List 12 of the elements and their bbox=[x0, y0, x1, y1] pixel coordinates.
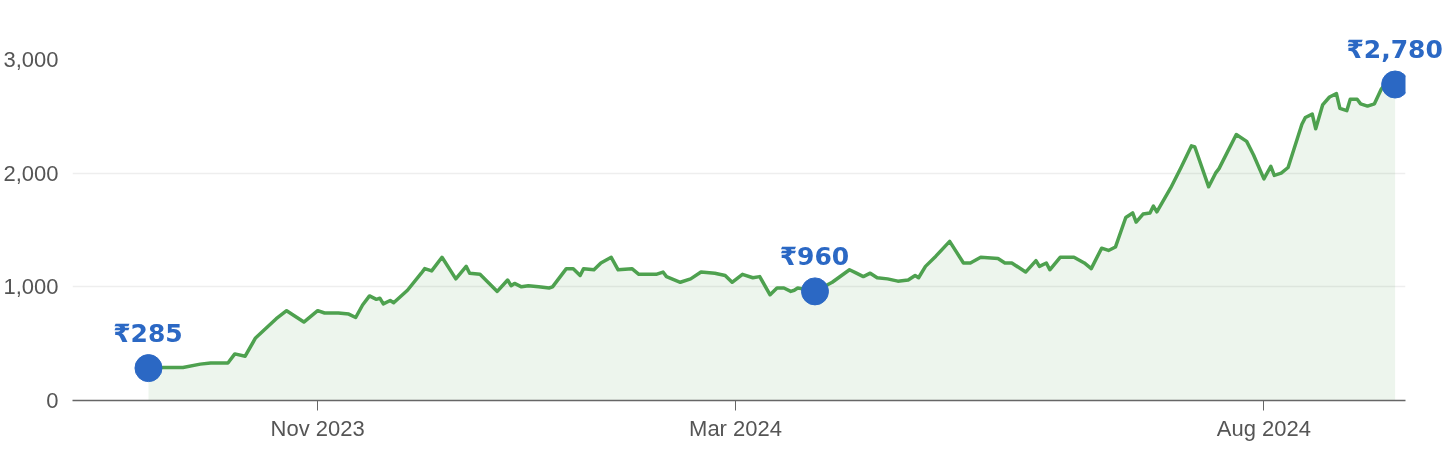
data-label: ₹2,780 bbox=[1346, 35, 1443, 64]
point bbox=[800, 277, 829, 306]
y-tick-label: 2,000 bbox=[3, 160, 59, 186]
data-label: ₹285 bbox=[113, 318, 183, 348]
y-tick-label: 0 bbox=[46, 388, 59, 413]
point bbox=[134, 354, 163, 383]
x-tick-label: Nov 2023 bbox=[270, 415, 365, 441]
y-tick-label: 1,000 bbox=[3, 274, 59, 300]
data-label: ₹960 bbox=[779, 241, 850, 271]
x-tick-label: Mar 2024 bbox=[689, 415, 783, 441]
x-tick-label: Aug 2024 bbox=[1216, 415, 1312, 441]
y-tick-label: 3,000 bbox=[3, 47, 59, 72]
